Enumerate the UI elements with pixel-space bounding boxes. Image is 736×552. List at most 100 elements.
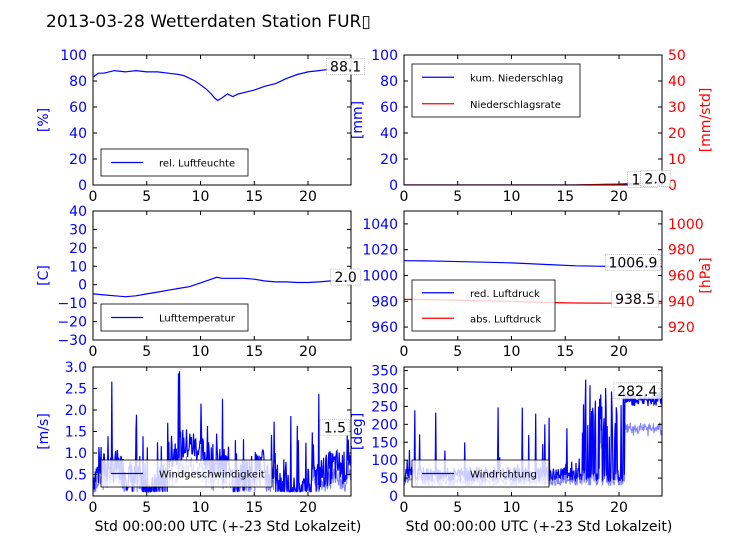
y-tick-label: 20 bbox=[69, 152, 87, 168]
y-tick-label: 960 bbox=[371, 320, 398, 336]
panel-pressure: 0 5 10 15 20 960 980 1000 1020 1040 920 940 960 980 10… bbox=[362, 210, 714, 360]
x-tick-label: 20 bbox=[610, 344, 628, 360]
axes-frame bbox=[92, 54, 352, 186]
y-tick-label: −30 bbox=[57, 333, 87, 349]
y-tick-label: 2.0 bbox=[65, 403, 87, 419]
x-tick-label: 10 bbox=[503, 189, 521, 205]
y-tick-label: 1.0 bbox=[65, 446, 87, 462]
legend-box bbox=[411, 279, 556, 332]
annotation-label: 1006.9 bbox=[608, 256, 657, 272]
y-tick-label: −10 bbox=[57, 296, 87, 312]
y2-tick-label: 0 bbox=[668, 178, 677, 194]
legend-label: abs. Luftdruck bbox=[470, 314, 541, 325]
y-tick-label: 40 bbox=[69, 204, 87, 220]
x-tick-label: 20 bbox=[610, 189, 628, 205]
x-tick-label: 0 bbox=[400, 500, 409, 516]
y-axis-label: [m/s] bbox=[36, 413, 52, 450]
y-axis-label: [%] bbox=[36, 108, 52, 132]
series-line-0 bbox=[93, 276, 351, 298]
y-axis-label: [deg] bbox=[350, 413, 366, 450]
y-tick-label: 100 bbox=[371, 453, 398, 469]
y-tick-label: 0.5 bbox=[65, 468, 87, 484]
y-tick-label: 2.5 bbox=[65, 382, 87, 398]
panel-wind_speed: 0 5 10 15 20 0.0 0.5 1.0 1.5 2.0 2.5 3.0 [m/s] Std 00… bbox=[36, 360, 361, 535]
y2-tick-label: 50 bbox=[668, 48, 686, 64]
legend-label: kum. Niederschlag bbox=[470, 73, 563, 84]
legend-label: red. Luftdruck bbox=[470, 289, 540, 300]
x-axis-label: Std 00:00:00 UTC (+-23 Std Lokalzeit) bbox=[406, 519, 673, 535]
y2-tick-label: 20 bbox=[668, 126, 686, 142]
y-axis-label: [mm] bbox=[350, 101, 366, 139]
y-tick-label: 0 bbox=[78, 178, 87, 194]
legend-label: Lufttemperatur bbox=[159, 314, 236, 325]
annotation-label: 938.5 bbox=[615, 292, 655, 308]
x-tick-label: 0 bbox=[400, 344, 409, 360]
legend-label: Windgeschwindigkeit bbox=[159, 470, 265, 481]
x-tick-label: 5 bbox=[453, 344, 462, 360]
y-tick-label: 3.0 bbox=[65, 360, 87, 376]
plot-area bbox=[93, 276, 351, 298]
annotation-label: 2.0 bbox=[644, 171, 666, 187]
x-tick-label: 0 bbox=[89, 500, 98, 516]
x-tick-label: 10 bbox=[192, 344, 210, 360]
axes-frame bbox=[403, 366, 663, 497]
x-tick-label: 10 bbox=[192, 189, 210, 205]
annotation-box bbox=[613, 382, 662, 400]
x-tick-label: 10 bbox=[503, 344, 521, 360]
y2-axis-label: [mm/std] bbox=[698, 88, 714, 153]
plot-area bbox=[404, 179, 662, 185]
x-tick-label: 0 bbox=[89, 344, 98, 360]
annotation-box bbox=[604, 254, 662, 271]
annotation-box bbox=[319, 419, 351, 436]
y-tick-label: 0 bbox=[389, 178, 398, 194]
y-tick-label: 0.0 bbox=[65, 489, 87, 505]
x-tick-label: 5 bbox=[453, 189, 462, 205]
x-tick-label: 10 bbox=[503, 500, 521, 516]
x-tick-label: 5 bbox=[453, 500, 462, 516]
y-tick-label: 80 bbox=[380, 74, 398, 90]
x-tick-label: 20 bbox=[299, 344, 317, 360]
x-axis-label: Std 00:00:00 UTC (+-23 Std Lokalzeit) bbox=[95, 519, 362, 535]
y-tick-label: 1.5 bbox=[65, 425, 87, 441]
figure-title: 2013-03-28 Wetterdaten Station FUR▯ bbox=[46, 12, 371, 32]
y-tick-label: 80 bbox=[69, 74, 87, 90]
annotation-label: 282.4 bbox=[617, 384, 657, 400]
y2-tick-label: 960 bbox=[668, 269, 695, 285]
legend-label: Niederschlagsrate bbox=[470, 100, 561, 111]
annotation-label: 1.5 bbox=[324, 421, 346, 437]
y2-tick-label: 30 bbox=[668, 100, 686, 116]
x-tick-label: 20 bbox=[299, 189, 317, 205]
x-tick-label: 0 bbox=[89, 189, 98, 205]
series-line-1 bbox=[404, 179, 662, 185]
x-tick-label: 15 bbox=[556, 344, 574, 360]
annotation-box bbox=[326, 58, 366, 75]
y-tick-label: 60 bbox=[380, 100, 398, 116]
annotation-label: 2.0 bbox=[334, 270, 356, 286]
legend-label: Windrichtung bbox=[470, 470, 537, 481]
legend-label: rel. Luftfeuchte bbox=[159, 159, 235, 170]
y-tick-label: 1040 bbox=[362, 217, 398, 233]
y-axis-label: [C] bbox=[36, 265, 52, 286]
y2-tick-label: 980 bbox=[668, 243, 695, 259]
y-tick-label: 350 bbox=[371, 364, 398, 380]
axes-frame bbox=[403, 54, 663, 186]
x-tick-label: 20 bbox=[299, 500, 317, 516]
y-tick-label: −20 bbox=[57, 315, 87, 331]
y-tick-label: 20 bbox=[69, 241, 87, 257]
y-tick-label: 250 bbox=[371, 399, 398, 415]
y-tick-label: 30 bbox=[69, 222, 87, 238]
x-tick-label: 15 bbox=[245, 500, 263, 516]
panel-humidity: 0 5 10 15 20 0 20 40 60 80 100 [%] 88.1 rel. Luftfeuc… bbox=[36, 48, 366, 205]
y-tick-label: 200 bbox=[371, 417, 398, 433]
x-tick-label: 5 bbox=[142, 500, 151, 516]
plot-area bbox=[93, 68, 351, 102]
x-tick-label: 10 bbox=[192, 500, 210, 516]
y-tick-label: 300 bbox=[371, 382, 398, 398]
y2-tick-label: 920 bbox=[668, 320, 695, 336]
y-tick-label: 20 bbox=[380, 152, 398, 168]
y-tick-label: 0 bbox=[78, 278, 87, 294]
y-tick-label: 50 bbox=[380, 471, 398, 487]
x-tick-label: 15 bbox=[245, 344, 263, 360]
y2-tick-label: 940 bbox=[668, 294, 695, 310]
